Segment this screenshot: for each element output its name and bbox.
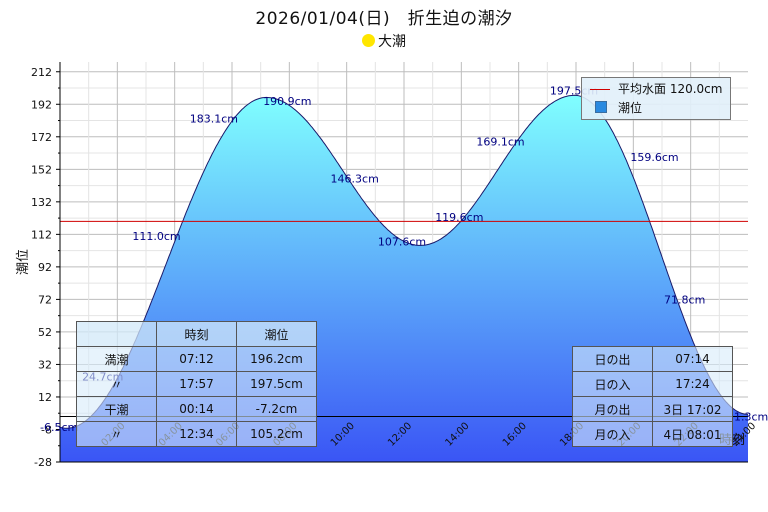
- data-label: 111.0cm: [132, 230, 180, 243]
- data-label: 107.6cm: [378, 236, 426, 249]
- data-label: 190.9cm: [263, 95, 311, 108]
- y-tick-label: 112: [31, 228, 52, 241]
- table-cell: 07:14: [652, 346, 733, 372]
- table-cell: 満潮: [76, 346, 157, 372]
- table-header: [76, 321, 157, 347]
- data-label: 1.3cm: [734, 410, 768, 423]
- table-header: 潮位: [236, 321, 317, 347]
- data-label: 159.6cm: [630, 151, 678, 164]
- chart-title: 2026/01/04(日) 折生迫の潮汐: [255, 9, 513, 29]
- data-label: 71.8cm: [664, 294, 705, 307]
- tide-curve: [59, 94, 749, 429]
- table-row: 〃 12:34 105.2cm: [76, 421, 317, 447]
- tide-table: 時刻 潮位 満潮 07:12 196.2cm 〃 17:57 197.5cm 干…: [76, 321, 317, 447]
- sun-moon-table: 日の出 07:14 日の入 17:24 月の出 3日 17:02 月の入 4日 …: [572, 346, 733, 447]
- table-cell: 105.2cm: [236, 421, 317, 447]
- sun-icon: [362, 34, 375, 47]
- y-tick-label: 32: [38, 358, 52, 371]
- table-cell: 〃: [76, 371, 157, 397]
- table-row: 干潮 00:14 -7.2cm: [76, 396, 317, 422]
- legend-mean-level: 平均水面 120.0cm: [590, 80, 722, 98]
- legend-tide: 潮位: [590, 99, 642, 117]
- table-row: 〃 17:57 197.5cm: [76, 371, 317, 397]
- table-cell: 日の出: [572, 346, 653, 372]
- y-tick-label: 92: [38, 261, 52, 274]
- table-cell: 07:12: [156, 346, 237, 372]
- y-tick-label: -28: [34, 456, 52, 469]
- table-cell: 12:34: [156, 421, 237, 447]
- y-tick-label: 152: [31, 163, 52, 176]
- table-cell: 00:14: [156, 396, 237, 422]
- table-cell: 4日 08:01: [652, 421, 733, 447]
- data-label: 119.6cm: [435, 211, 483, 224]
- mean-line-swatch: [590, 89, 610, 90]
- tide-type: 大潮: [0, 31, 768, 51]
- table-cell: 月の入: [572, 421, 653, 447]
- table-row: 月の入 4日 08:01: [572, 421, 733, 447]
- y-axis-title: 潮位: [16, 249, 31, 275]
- y-tick-label: 212: [31, 66, 52, 79]
- tide-type-label: 大潮: [378, 34, 406, 50]
- table-row: 日の入 17:24: [572, 371, 733, 397]
- y-tick-label: 132: [31, 196, 52, 209]
- table-cell: 日の入: [572, 371, 653, 397]
- table-cell: 3日 17:02: [652, 396, 733, 422]
- y-tick-label: 192: [31, 98, 52, 111]
- table-cell: 〃: [76, 421, 157, 447]
- y-tick-label: 172: [31, 131, 52, 144]
- table-row: 月の出 3日 17:02: [572, 396, 733, 422]
- y-tick-label: 12: [38, 391, 52, 404]
- table-cell: -7.2cm: [236, 396, 317, 422]
- data-label: -6.5cm: [40, 421, 78, 434]
- data-label: 183.1cm: [190, 113, 238, 126]
- table-cell: 196.2cm: [236, 346, 317, 372]
- y-tick-label: 52: [38, 326, 52, 339]
- table-cell: 干潮: [76, 396, 157, 422]
- table-cell: 17:57: [156, 371, 237, 397]
- table-header: 時刻: [156, 321, 237, 347]
- table-row: 満潮 07:12 196.2cm: [76, 346, 317, 372]
- table-cell: 17:24: [652, 371, 733, 397]
- data-label: 169.1cm: [476, 136, 524, 149]
- tide-swatch: [595, 101, 607, 113]
- y-tick-label: 72: [38, 293, 52, 306]
- table-cell: 月の出: [572, 396, 653, 422]
- data-label: 146.3cm: [331, 173, 379, 186]
- legend: 平均水面 120.0cm 潮位: [581, 77, 731, 120]
- table-cell: 197.5cm: [236, 371, 317, 397]
- table-row: 日の出 07:14: [572, 346, 733, 372]
- table-row: 時刻 潮位: [76, 321, 317, 347]
- y-tick-label: -8: [41, 423, 52, 436]
